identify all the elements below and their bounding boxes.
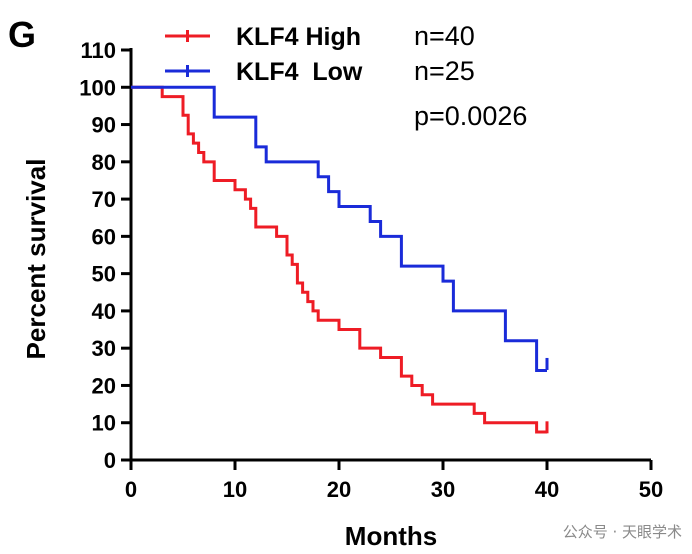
y-tick-label: 70	[92, 187, 116, 212]
y-tick-label: 90	[92, 113, 116, 138]
y-tick-label: 50	[92, 262, 116, 287]
y-tick-label: 30	[92, 336, 116, 361]
y-tick-label: 40	[92, 299, 116, 324]
survival-curves	[131, 85, 549, 434]
axes: 0 10 20 30 40 50 60 70 80 90 100 110 0 10 20 30 40 50 Mont…	[21, 38, 663, 551]
legend-label: KLF4 Low	[236, 58, 363, 86]
survival-curve-high	[131, 85, 547, 434]
x-tick-label: 10	[223, 477, 247, 502]
watermark: 公众号 · 天眼学术	[562, 523, 682, 541]
y-axis-label: Percent survival	[21, 159, 51, 360]
legend-n: n=40	[414, 21, 475, 51]
y-tick-label: 110	[81, 38, 117, 63]
legend-label: KLF4 High	[236, 23, 361, 51]
x-tick-label: 0	[125, 477, 137, 502]
y-tick-label: 20	[92, 373, 116, 398]
p-value: p=0.0026	[414, 101, 527, 131]
y-tick-label: 10	[92, 411, 116, 436]
x-tick-label: 50	[639, 477, 663, 502]
legend: KLF4 High n=40 KLF4 Low n=25	[165, 21, 475, 86]
x-tick-label: 40	[535, 477, 559, 502]
x-tick-label: 20	[327, 477, 351, 502]
y-tick-label: 80	[92, 150, 116, 175]
legend-n: n=25	[414, 56, 475, 86]
y-tick-label: 100	[79, 75, 116, 100]
panel-letter: G	[8, 14, 37, 55]
survival-curve-low	[131, 85, 547, 373]
y-tick-label: 60	[92, 224, 116, 249]
y-tick-label: 0	[104, 448, 116, 473]
x-tick-label: 30	[431, 477, 455, 502]
x-axis-label: Months	[345, 521, 437, 551]
